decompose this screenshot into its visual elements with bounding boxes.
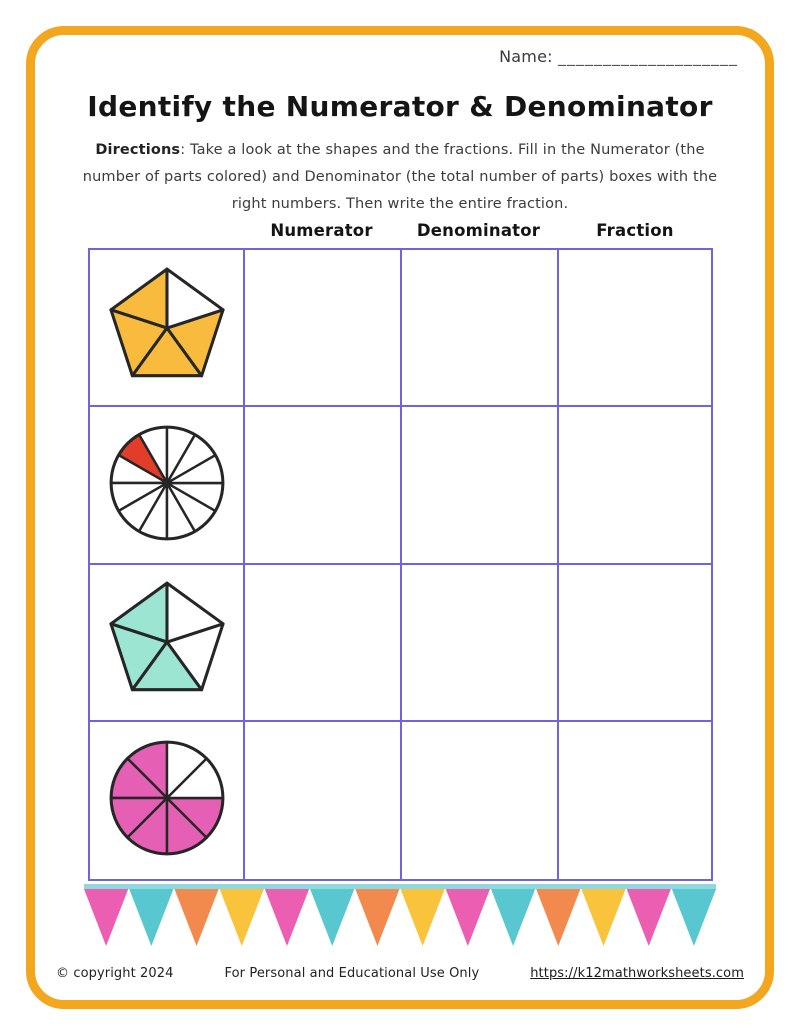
fraction-answer-cell-row4[interactable] — [559, 722, 711, 879]
usage-text: For Personal and Educational Use Only — [224, 966, 480, 981]
table-column-headers: Numerator Denominator Fraction — [88, 221, 713, 240]
fraction-shape-pentagon-3-of-5 — [104, 577, 230, 707]
denominator-answer-cell-row2[interactable] — [402, 407, 559, 565]
numerator-column-header: Numerator — [270, 221, 373, 240]
bunting-flag — [129, 889, 174, 946]
fraction-column-header: Fraction — [596, 221, 674, 240]
directions-label: Directions — [95, 142, 181, 158]
page-footer: © copyright 2024 For Personal and Educat… — [56, 966, 744, 981]
denominator-answer-cell-row4[interactable] — [402, 721, 559, 879]
bunting-flag — [219, 889, 264, 946]
directions-text: Directions: Take a look at the shapes an… — [68, 137, 732, 218]
shape-cell-row3 — [90, 564, 245, 722]
bunting-banner — [84, 884, 717, 946]
name-blank-line: ____________________ — [558, 47, 738, 66]
bunting-flag-row — [84, 889, 717, 946]
copyright-text: © copyright 2024 — [56, 966, 174, 981]
fraction-shape-pentagon-4-of-5 — [104, 263, 230, 393]
bunting-flag — [310, 889, 355, 946]
directions-body: : Take a look at the shapes and the frac… — [82, 142, 718, 212]
bunting-flag — [581, 889, 626, 946]
bunting-flag — [626, 889, 671, 946]
numerator-answer-cell-row1[interactable] — [245, 250, 402, 408]
numerator-answer-cell-row3[interactable] — [245, 564, 402, 722]
bunting-flag — [174, 889, 219, 946]
denominator-answer-cell-row3[interactable] — [402, 564, 559, 722]
fraction-answer-cell-row1[interactable] — [559, 250, 711, 408]
fraction-answer-cell-row3[interactable] — [559, 565, 711, 722]
bunting-flag — [355, 889, 400, 946]
bunting-string — [84, 884, 716, 889]
denominator-column-header: Denominator — [416, 221, 541, 240]
fraction-table — [88, 248, 713, 881]
numerator-answer-cell-row4[interactable] — [245, 721, 402, 879]
website-link[interactable]: https://k12mathworksheets.com — [530, 966, 744, 981]
bunting-flag — [264, 889, 310, 946]
name-label: Name: — [499, 47, 553, 66]
fraction-answer-cell-row2[interactable] — [559, 407, 711, 565]
fraction-shape-circle-1-of-12 — [104, 420, 230, 550]
numerator-answer-cell-row2[interactable] — [245, 407, 402, 565]
bunting-flag — [400, 889, 445, 946]
page-title: Identify the Numerator & Denominator — [87, 90, 713, 123]
bunting-flag — [84, 889, 129, 946]
fraction-shape-circle-6-of-8 — [104, 735, 230, 865]
denominator-answer-cell-row1[interactable] — [402, 250, 559, 408]
shape-cell-row2 — [90, 407, 245, 565]
name-field: Name: ____________________ — [499, 47, 738, 66]
shape-cell-row1 — [90, 250, 245, 408]
bunting-flag — [536, 889, 581, 946]
shape-cell-row4 — [90, 721, 245, 879]
bunting-flag — [445, 889, 490, 946]
shape-column-spacer — [88, 221, 243, 240]
bunting-flag — [671, 889, 717, 946]
bunting-flag — [490, 889, 536, 946]
